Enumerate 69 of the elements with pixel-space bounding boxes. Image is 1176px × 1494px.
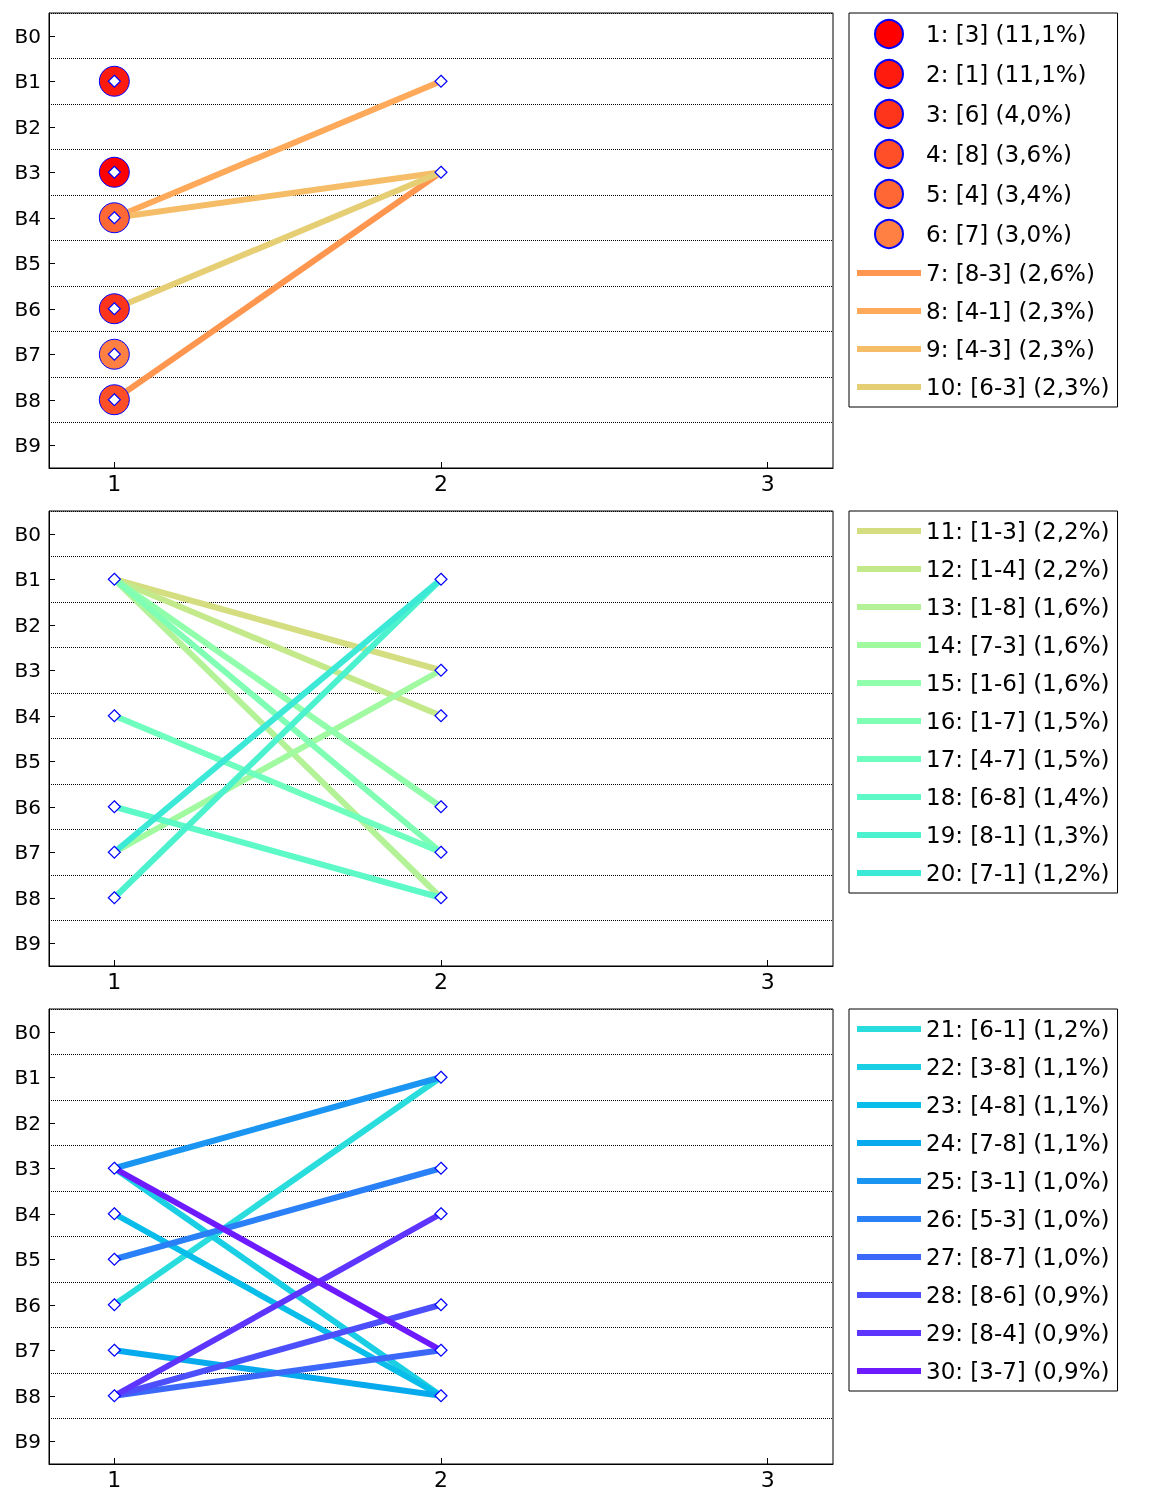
legend-label: 30: [3-7] (0,9%) [926, 1358, 1110, 1384]
y-tick-label: B2 [14, 1110, 41, 1135]
y-tick-label: B2 [14, 612, 41, 637]
y-tick-label: B0 [14, 23, 41, 48]
legend-label: 12: [1-4] (2,2%) [926, 556, 1110, 582]
legend-label: 13: [1-8] (1,6%) [926, 594, 1110, 620]
x-tick-label: 1 [107, 1466, 122, 1492]
y-tick-label: B8 [14, 1383, 41, 1408]
y-tick-label: B8 [14, 885, 41, 910]
legend-label: 16: [1-7] (1,5%) [926, 708, 1110, 734]
y-tick-label: B3 [14, 1156, 41, 1181]
legend-label: 24: [7-8] (1,1%) [926, 1130, 1110, 1156]
y-tick-label: B2 [14, 114, 41, 139]
legend-label: 25: [3-1] (1,0%) [926, 1168, 1110, 1194]
y-tick-label: B6 [14, 794, 41, 819]
legend-label: 22: [3-8] (1,1%) [926, 1054, 1110, 1080]
legend-label: 11: [1-3] (2,2%) [926, 518, 1110, 544]
y-tick-label: B7 [14, 342, 41, 367]
y-tick-label: B6 [14, 1292, 41, 1317]
y-tick-label: B0 [14, 521, 41, 546]
legend-label: 7: [8-3] (2,6%) [926, 260, 1095, 286]
y-tick-label: B4 [14, 1201, 41, 1226]
x-tick-label: 1 [107, 968, 122, 994]
legend-label: 20: [7-1] (1,2%) [926, 860, 1110, 886]
legend-label: 18: [6-8] (1,4%) [926, 784, 1110, 810]
x-tick-label: 1 [107, 470, 122, 496]
y-tick-label: B3 [14, 160, 41, 185]
y-tick-label: B4 [14, 703, 41, 728]
y-tick-label: B6 [14, 296, 41, 321]
y-tick-label: B1 [14, 69, 41, 94]
legend-label: 2: [1] (11,1%) [926, 61, 1087, 87]
y-tick-label: B7 [14, 840, 41, 865]
legend-label: 26: [5-3] (1,0%) [926, 1206, 1110, 1232]
legend-label: 28: [8-6] (0,9%) [926, 1282, 1110, 1308]
x-tick-label: 2 [434, 470, 448, 496]
legend-label: 3: [6] (4,0%) [926, 101, 1072, 127]
legend-label: 15: [1-6] (1,6%) [926, 670, 1110, 696]
y-tick-label: B7 [14, 1338, 41, 1363]
legend-label: 19: [8-1] (1,3%) [926, 822, 1110, 848]
legend-label: 27: [8-7] (1,0%) [926, 1244, 1110, 1270]
legend-label: 8: [4-1] (2,3%) [926, 298, 1095, 324]
x-tick-label: 3 [760, 968, 775, 994]
y-tick-label: B5 [14, 251, 41, 276]
y-tick-label: B4 [14, 205, 41, 230]
x-tick-label: 3 [760, 470, 775, 496]
x-tick-label: 3 [760, 1466, 775, 1492]
legend-label: 10: [6-3] (2,3%) [926, 374, 1110, 400]
legend-label: 14: [7-3] (1,6%) [926, 632, 1110, 658]
x-tick-label: 2 [434, 968, 448, 994]
y-tick-label: B0 [14, 1019, 41, 1044]
legend-label: 17: [4-7] (1,5%) [926, 746, 1110, 772]
legend-label: 1: [3] (11,1%) [926, 21, 1087, 47]
legend-label: 23: [4-8] (1,1%) [926, 1092, 1110, 1118]
y-tick-label: B9 [14, 931, 41, 956]
legend-label: 21: [6-1] (1,2%) [926, 1016, 1110, 1042]
y-tick-label: B9 [14, 1429, 41, 1454]
y-tick-label: B5 [14, 749, 41, 774]
y-tick-label: B8 [14, 387, 41, 412]
y-tick-label: B1 [14, 1065, 41, 1090]
legend-label: 9: [4-3] (2,3%) [926, 336, 1095, 362]
y-tick-label: B3 [14, 658, 41, 683]
legend-label: 5: [4] (3,4%) [926, 181, 1072, 207]
y-tick-label: B9 [14, 433, 41, 458]
y-tick-label: B1 [14, 567, 41, 592]
y-tick-label: B5 [14, 1247, 41, 1272]
legend-label: 6: [7] (3,0%) [926, 221, 1072, 247]
legend-label: 29: [8-4] (0,9%) [926, 1320, 1110, 1346]
legend-label: 4: [8] (3,6%) [926, 141, 1072, 167]
x-tick-label: 2 [434, 1466, 448, 1492]
